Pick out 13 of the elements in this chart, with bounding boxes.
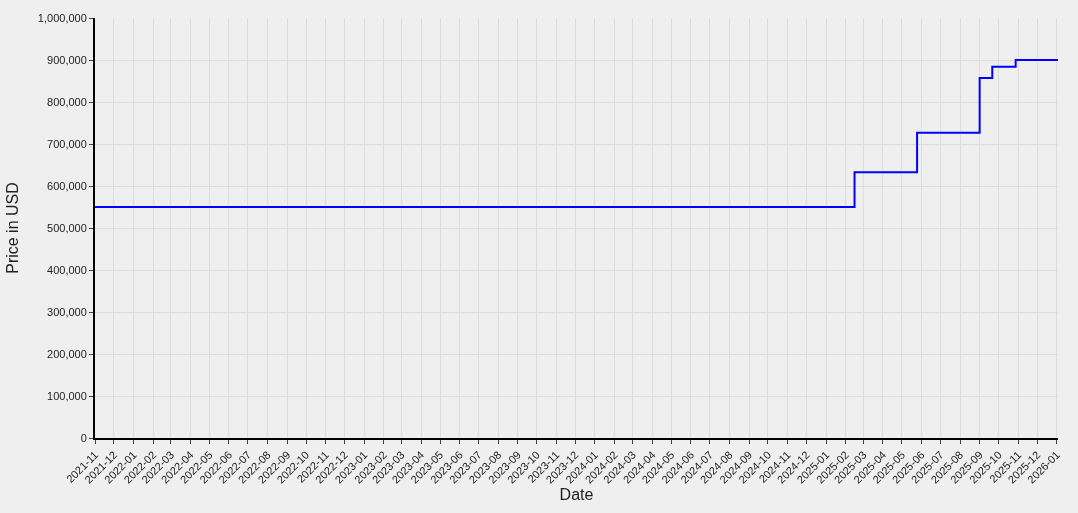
y-tick-label: 100,000: [47, 389, 87, 402]
y-tick-label: 800,000: [47, 95, 87, 108]
y-tick-label: 200,000: [47, 347, 87, 360]
y-tick-label: 900,000: [47, 53, 87, 66]
y-axis-title: Price in USD: [4, 182, 22, 274]
y-tick-label: 500,000: [47, 221, 87, 234]
x-axis-title: Date: [559, 485, 594, 503]
y-tick-label: 1,000,000: [37, 11, 87, 24]
y-tick-label: 400,000: [47, 263, 87, 276]
y-tick-label: 600,000: [47, 179, 87, 192]
y-tick-label: 0: [80, 431, 87, 444]
y-tick-label: 300,000: [47, 305, 87, 318]
y-tick-label: 700,000: [47, 137, 87, 150]
